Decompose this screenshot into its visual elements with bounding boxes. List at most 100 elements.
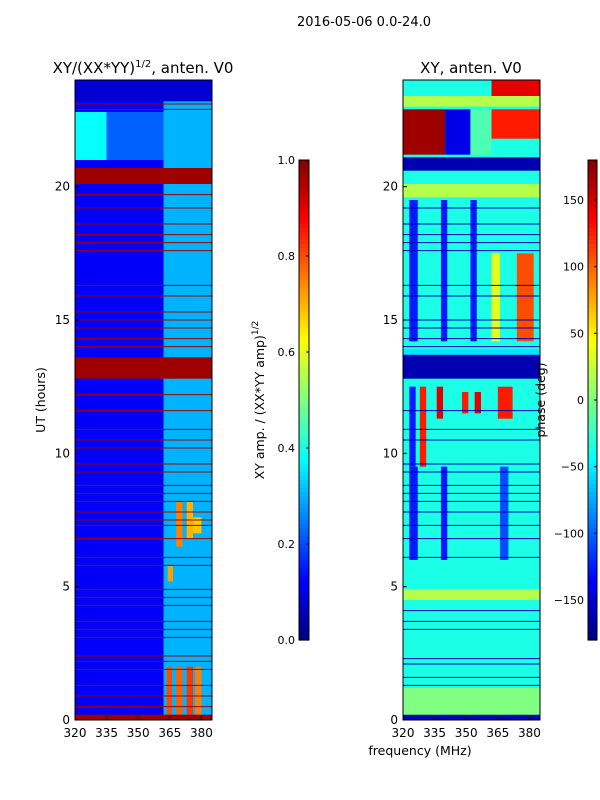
phase-colorbar-step-45 xyxy=(588,340,597,345)
amplitude-colorbar-step-92 xyxy=(299,528,309,533)
amplitude-colorbar-step-108 xyxy=(299,592,309,597)
phase-xtick-label-4: 380 xyxy=(518,726,541,740)
amplitude-colorbar-step-35 xyxy=(299,300,309,305)
phase-colorbar-step-92 xyxy=(588,528,597,533)
amplitude-cell-9 xyxy=(75,112,107,160)
phase-x-label: frequency (MHz) xyxy=(368,743,471,758)
phase-colorbar-step-43 xyxy=(588,332,597,337)
phase-colorbar-step-83 xyxy=(588,492,597,497)
amplitude-colorbar-step-23 xyxy=(299,252,309,257)
phase-colorbar-step-9 xyxy=(588,196,597,201)
amplitude-colorbar-step-14 xyxy=(299,216,309,221)
amplitude-panel-title: XY/(XX*YY)1/2, anten. V0 xyxy=(53,59,234,77)
phase-colorbar-step-84 xyxy=(588,496,597,501)
phase-colorbar-step-104 xyxy=(588,576,597,581)
phase-cell-6 xyxy=(403,157,540,171)
phase-colorbar-step-0 xyxy=(588,160,597,165)
amplitude-cell-5 xyxy=(167,565,174,582)
phase-colorbar-tick-label-0: −150 xyxy=(554,594,584,607)
amplitude-ytick-label-2: 10 xyxy=(55,446,70,460)
phase-cell-16 xyxy=(436,386,444,419)
amplitude-colorbar-step-104 xyxy=(299,576,309,581)
phase-panel: XY, anten. V0 320 335 350 365 380 0 5 10 15 20 fr… xyxy=(368,59,541,758)
phase-colorbar-step-55 xyxy=(588,380,597,385)
amplitude-colorbar-step-6 xyxy=(299,184,309,189)
amplitude-colorbar-step-76 xyxy=(299,464,309,469)
amplitude-colorbar-step-17 xyxy=(299,228,309,233)
phase-cell-17 xyxy=(462,392,469,414)
phase-cell-21 xyxy=(491,253,500,342)
amplitude-colorbar-step-60 xyxy=(299,400,309,405)
amplitude-colorbar-step-75 xyxy=(299,460,309,465)
amplitude-colorbar-step-38 xyxy=(299,312,309,317)
phase-colorbar-step-77 xyxy=(588,468,597,473)
amplitude-cell-10 xyxy=(106,112,164,160)
amplitude-ytick-label-4: 20 xyxy=(55,180,70,194)
phase-colorbar-step-94 xyxy=(588,536,597,541)
amplitude-colorbar-step-68 xyxy=(299,432,309,437)
phase-ytick-label-1: 5 xyxy=(390,580,398,594)
amplitude-colorbar-step-36 xyxy=(299,304,309,309)
phase-colorbar-step-101 xyxy=(588,564,597,569)
phase-colorbar-step-66 xyxy=(588,424,597,429)
phase-colorbar-step-89 xyxy=(588,516,597,521)
phase-colorbar-step-36 xyxy=(588,304,597,309)
phase-colorbar-gradient xyxy=(588,160,597,641)
phase-flag-lines xyxy=(403,207,540,686)
phase-cell-7 xyxy=(403,184,540,198)
phase-colorbar-step-58 xyxy=(588,392,597,397)
amplitude-colorbar-step-83 xyxy=(299,492,309,497)
phase-colorbar-step-22 xyxy=(588,248,597,253)
amplitude-colorbar-step-72 xyxy=(299,448,309,453)
amplitude-colorbar-step-47 xyxy=(299,348,309,353)
phase-colorbar-step-1 xyxy=(588,164,597,169)
amplitude-xtick-label-4: 380 xyxy=(190,726,213,740)
phase-colorbar-step-57 xyxy=(588,388,597,393)
phase-colorbar-step-46 xyxy=(588,344,597,349)
amplitude-colorbar-step-79 xyxy=(299,476,309,481)
amplitude-colorbar-step-82 xyxy=(299,488,309,493)
phase-cell-5 xyxy=(403,349,540,355)
amplitude-colorbar-step-7 xyxy=(299,188,309,193)
amplitude-colorbar-step-111 xyxy=(299,604,309,609)
amplitude-colorbar-step-93 xyxy=(299,532,309,537)
amplitude-cell-0 xyxy=(163,80,212,720)
phase-colorbar-step-34 xyxy=(588,296,597,301)
phase-colorbar-step-86 xyxy=(588,504,597,509)
phase-colorbar-step-73 xyxy=(588,452,597,457)
amplitude-colorbar-step-33 xyxy=(299,292,309,297)
amplitude-colorbar-step-16 xyxy=(299,224,309,229)
amplitude-colorbar-step-19 xyxy=(299,236,309,241)
phase-colorbar-step-49 xyxy=(588,356,597,361)
phase-colorbar-step-76 xyxy=(588,464,597,469)
phase-colorbar-step-28 xyxy=(588,272,597,277)
amplitude-xtick-label-0: 320 xyxy=(64,726,87,740)
phase-cell-13 xyxy=(491,109,540,139)
phase-colorbar-step-53 xyxy=(588,372,597,377)
phase-colorbar-step-60 xyxy=(588,400,597,405)
amplitude-colorbar-step-114 xyxy=(299,616,309,621)
amplitude-ytick-label-1: 5 xyxy=(62,580,70,594)
amplitude-colorbar-step-102 xyxy=(299,568,309,573)
amplitude-colorbar-step-28 xyxy=(299,272,309,277)
phase-ytick-label-3: 15 xyxy=(383,313,398,327)
phase-colorbar-step-14 xyxy=(588,216,597,221)
phase-colorbar-step-32 xyxy=(588,288,597,293)
amplitude-colorbar-step-59 xyxy=(299,396,309,401)
amplitude-colorbar-step-25 xyxy=(299,260,309,265)
phase-plot-frame xyxy=(402,79,541,721)
amplitude-colorbar-step-32 xyxy=(299,288,309,293)
phase-colorbar-step-48 xyxy=(588,352,597,357)
phase-heatmap xyxy=(403,80,540,720)
amplitude-heatmap xyxy=(75,80,212,720)
phase-colorbar-step-5 xyxy=(588,180,597,185)
amplitude-colorbar-step-65 xyxy=(299,420,309,425)
phase-colorbar-step-15 xyxy=(588,220,597,225)
phase-colorbar-step-18 xyxy=(588,232,597,237)
phase-cell-24 xyxy=(470,200,477,342)
amplitude-colorbar-step-3 xyxy=(299,172,309,177)
amplitude-colorbar-step-9 xyxy=(299,196,309,201)
amplitude-cell-11 xyxy=(75,168,212,184)
phase-colorbar-step-16 xyxy=(588,224,597,229)
phase-colorbar-step-24 xyxy=(588,256,597,261)
